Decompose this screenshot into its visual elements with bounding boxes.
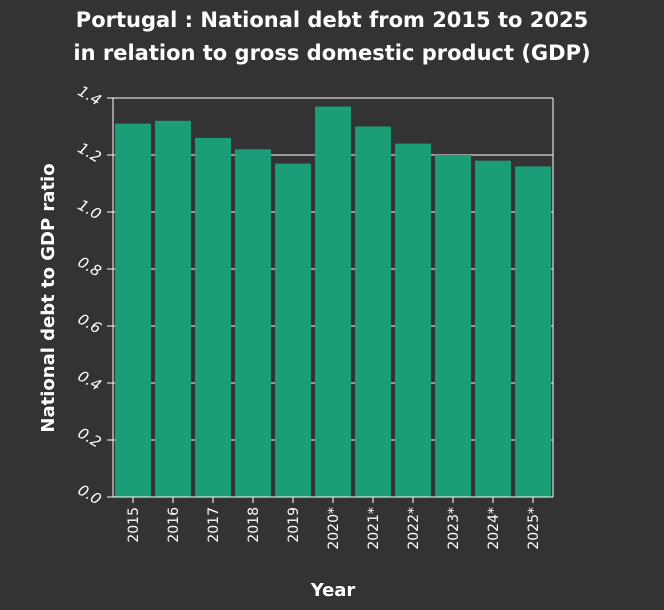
bar-2024-proj xyxy=(475,160,511,497)
chart-title-line-2: in relation to gross domestic product (G… xyxy=(73,41,590,65)
y-tick-label: 1.4 xyxy=(75,82,105,110)
x-tick-label: 2015 xyxy=(126,507,142,543)
bar-2021-proj xyxy=(355,126,391,497)
y-tick-label: 0.4 xyxy=(75,367,105,395)
x-tick-label: 2016 xyxy=(166,507,182,543)
bar-2020-proj xyxy=(315,106,351,498)
chart-title-line-1: Portugal : National debt from 2015 to 20… xyxy=(76,8,588,32)
bar-2025-proj xyxy=(515,166,551,497)
y-tick-label: 1.2 xyxy=(75,139,105,167)
x-tick-label: 2017 xyxy=(206,507,222,543)
x-tick-label: 2018 xyxy=(246,507,262,543)
x-tick-label: 2024* xyxy=(486,507,502,550)
bar-2019 xyxy=(275,163,311,498)
x-tick-label: 2025* xyxy=(526,507,542,550)
x-axis-title: Year xyxy=(310,580,356,601)
y-axis-ticks: 0.0 0.2 0.4 0.6 0.8 1.0 1.2 1.4 xyxy=(75,82,113,509)
x-tick-label: 2019 xyxy=(286,507,302,543)
x-tick-label: 2021* xyxy=(366,507,382,550)
x-axis-ticks: 2015 2016 2017 2018 2019 2020* 2021* 2022* 2023*… xyxy=(126,497,542,550)
y-axis-title: National debt to GDP ratio xyxy=(38,163,59,432)
x-tick-label: 2023* xyxy=(446,507,462,550)
y-tick-label: 0.6 xyxy=(75,310,105,338)
bar-2023-proj xyxy=(435,155,471,497)
y-tick-label: 0.2 xyxy=(75,424,105,452)
y-tick-label: 0.0 xyxy=(75,481,105,509)
bar-2016 xyxy=(155,120,191,498)
bars xyxy=(115,106,551,498)
bar-2017 xyxy=(195,137,231,497)
bar-2018 xyxy=(235,149,271,498)
bar-2022-proj xyxy=(395,143,431,497)
x-tick-label: 2020* xyxy=(326,507,342,550)
bar-2015 xyxy=(115,123,151,498)
x-tick-label: 2022* xyxy=(406,507,422,550)
y-tick-label: 0.8 xyxy=(75,253,105,281)
y-tick-label: 1.0 xyxy=(75,196,105,224)
